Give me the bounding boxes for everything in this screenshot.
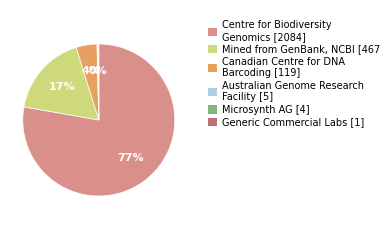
Text: 77%: 77% (117, 153, 144, 163)
Wedge shape (24, 48, 99, 120)
Wedge shape (98, 44, 99, 120)
Wedge shape (76, 44, 99, 120)
Legend: Centre for Biodiversity
Genomics [2084], Mined from GenBank, NCBI [467], Canadia: Centre for Biodiversity Genomics [2084],… (208, 20, 380, 127)
Text: 17%: 17% (48, 82, 75, 92)
Text: 0%: 0% (89, 66, 107, 76)
Wedge shape (23, 44, 175, 196)
Text: 4%: 4% (81, 66, 100, 76)
Wedge shape (97, 44, 99, 120)
